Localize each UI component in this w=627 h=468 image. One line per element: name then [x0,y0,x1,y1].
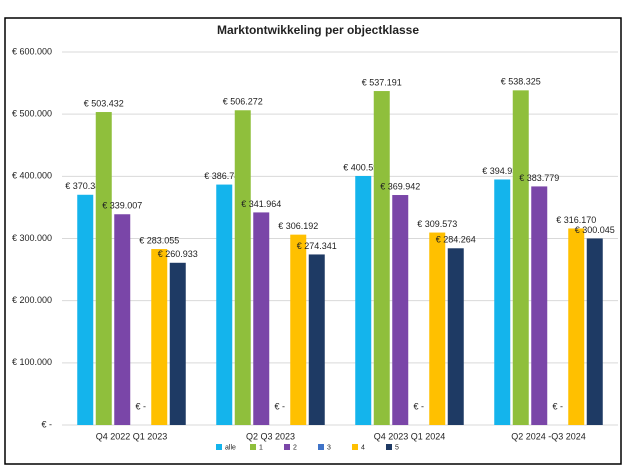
value-label: € 283.055 [139,235,179,245]
legend-label: 3 [327,444,331,451]
bar [568,228,585,425]
bar [494,179,511,425]
y-tick-label: € 100.000 [12,357,52,367]
bar [151,249,168,425]
bar [77,194,94,425]
bar [253,212,270,425]
value-label: € 316.170 [556,215,596,225]
value-label: € 386.748 [204,171,244,181]
bar [586,238,603,425]
value-label: € - [413,401,424,411]
legend-swatch [318,444,324,450]
value-label: € 400.596 [343,162,383,172]
value-label: € 537.191 [362,77,402,87]
x-tick-label: Q2 Q3 2023 [246,431,295,441]
bar [512,90,529,425]
x-tick-label: Q4 2023 Q1 2024 [374,431,446,441]
value-label: € 506.272 [223,97,263,107]
value-label: € 309.573 [417,219,457,229]
y-tick-label: € 300.000 [12,233,52,243]
value-label: € 394.935 [482,166,522,176]
legend-swatch [216,444,222,450]
value-label: € 370.341 [65,181,105,191]
x-tick-label: Q4 2022 Q1 2023 [96,431,168,441]
value-label: € 369.942 [380,181,420,191]
x-tick-label: Q2 2024 -Q3 2024 [511,431,586,441]
legend-label: 1 [259,444,263,451]
bar [447,248,464,425]
chart-title: Marktontwikkeling per objectklasse [217,23,419,37]
value-label: € 538.325 [501,77,541,87]
value-label: € - [274,401,285,411]
bar [355,175,372,425]
legend-label: 2 [293,444,297,451]
value-label: € 274.341 [297,241,337,251]
value-label: € 260.933 [158,249,198,259]
value-label: € - [552,401,563,411]
value-label: € 306.192 [278,221,318,231]
legend-swatch [386,444,392,450]
value-label: € 341.964 [241,199,281,209]
bar [169,262,186,425]
bar [290,234,307,425]
bar [216,184,233,425]
bar [234,110,251,425]
bar [308,254,325,425]
bar [95,112,112,425]
bar [531,186,548,425]
legend-label: 4 [361,444,365,451]
y-tick-label: € 400.000 [12,171,52,181]
y-tick-label: € 200.000 [12,295,52,305]
legend-swatch [352,444,358,450]
y-tick-label: € 600.000 [12,46,52,56]
bar [392,195,409,425]
legend-label: alle [225,444,236,451]
value-label: € 339.007 [102,201,142,211]
bar [114,214,131,425]
value-label: € 503.432 [84,98,124,108]
y-tick-label: € 500.000 [12,109,52,119]
bar [429,232,446,425]
legend-label: 5 [395,444,399,451]
value-label: € - [135,401,146,411]
value-label: € 383.779 [519,173,559,183]
y-tick-label: € - [41,419,52,429]
bar [373,91,390,425]
legend-swatch [250,444,256,450]
value-label: € 284.264 [436,235,476,245]
value-label: € 300.045 [575,225,615,235]
legend-swatch [284,444,290,450]
